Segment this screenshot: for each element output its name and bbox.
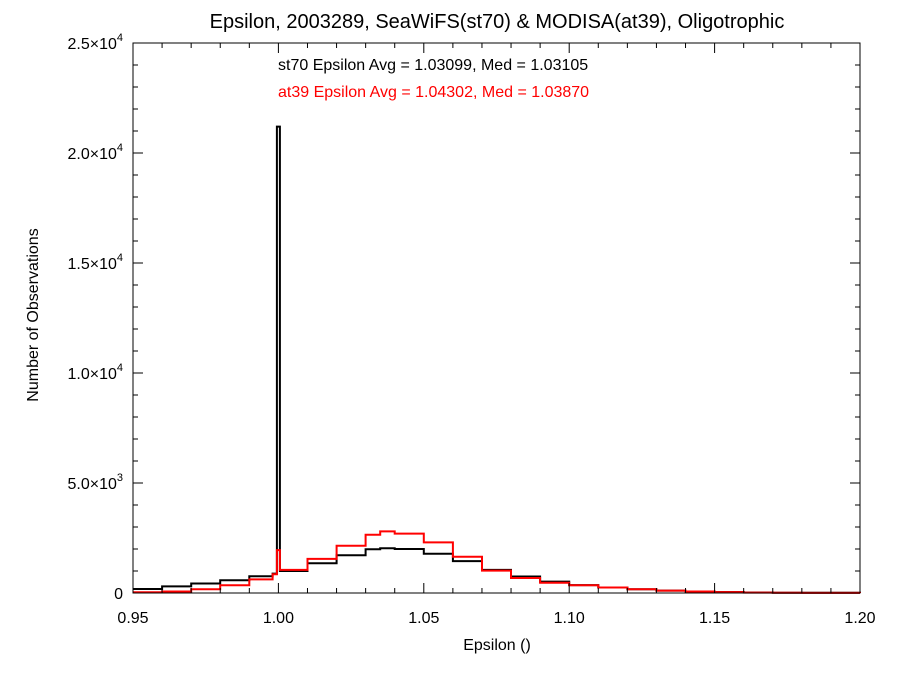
- y-tick-label: 0: [114, 586, 123, 603]
- y-tick-mantissa: 2.5×10: [67, 36, 116, 53]
- y-tick-mantissa: 5.0×10: [67, 476, 116, 493]
- x-axis-label: Epsilon (): [463, 637, 531, 654]
- y-axis-label: Number of Observations: [25, 228, 42, 401]
- y-tick-mantissa: 0: [114, 586, 123, 603]
- chart-title: Epsilon, 2003289, SeaWiFS(st70) & MODISA…: [210, 11, 785, 33]
- y-tick-exponent: 4: [117, 362, 123, 374]
- x-tick-label: 1.00: [263, 610, 294, 627]
- x-ticks: 0.95 1.00 1.05 1.10 1.15 1.20: [117, 43, 876, 627]
- axes-layer: [132, 42, 861, 594]
- y-tick-label: 5.0×103: [67, 472, 123, 493]
- annotation-0: st70 Epsilon Avg = 1.03099, Med = 1.0310…: [278, 57, 588, 74]
- y-tick-label: 2.5×104: [67, 32, 123, 53]
- x-tick-label: 0.95: [117, 610, 148, 627]
- y-tick-mantissa: 1.0×10: [67, 366, 116, 383]
- x-tick-label: 1.05: [408, 610, 439, 627]
- y-tick-exponent: 4: [117, 142, 123, 154]
- plot-frame: [132, 42, 861, 594]
- y-tick-exponent: 4: [117, 32, 123, 44]
- series-layer: [133, 125, 861, 594]
- y-tick-label: 1.0×104: [67, 362, 123, 383]
- y-tick-mantissa: 2.0×10: [67, 146, 116, 163]
- y-tick-exponent: 3: [117, 472, 123, 484]
- series-0-line: [133, 125, 861, 594]
- series-1-line: [133, 530, 861, 594]
- y-tick-label: 2.0×104: [67, 142, 123, 163]
- y-tick-mantissa: 1.5×10: [67, 256, 116, 273]
- y-tick-label: 1.5×104: [67, 252, 123, 273]
- x-tick-label: 1.10: [554, 610, 585, 627]
- x-tick-label: 1.15: [699, 610, 730, 627]
- y-tick-exponent: 4: [117, 252, 123, 264]
- annotation-1: at39 Epsilon Avg = 1.04302, Med = 1.0387…: [278, 84, 589, 101]
- x-tick-label: 1.20: [844, 610, 875, 627]
- annotations: st70 Epsilon Avg = 1.03099, Med = 1.0310…: [278, 57, 589, 101]
